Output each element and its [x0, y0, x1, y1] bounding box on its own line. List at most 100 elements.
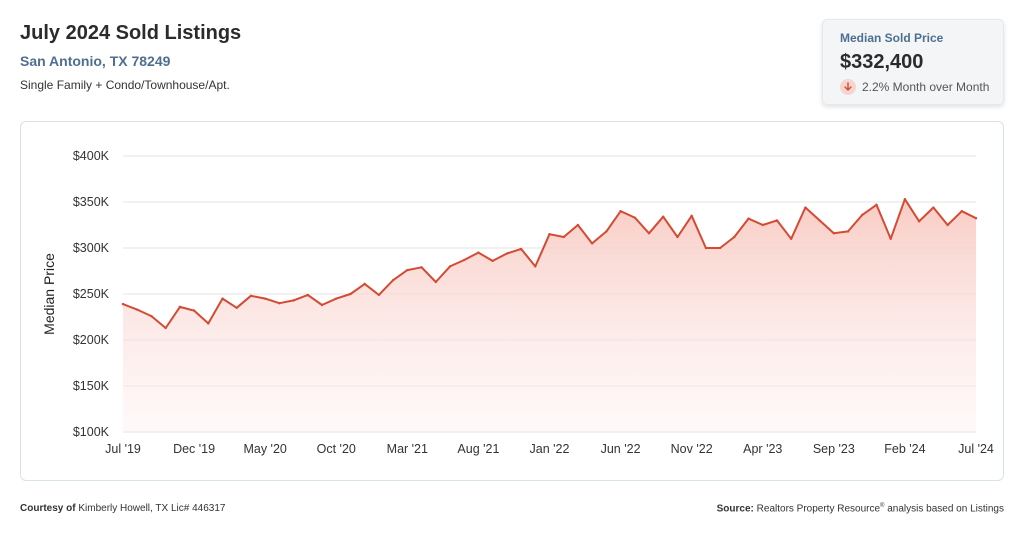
source-suffix: analysis based on Listings [884, 503, 1004, 515]
location-subtitle: San Antonio, TX 78249 [20, 53, 171, 69]
data-point [292, 299, 295, 302]
data-point [676, 235, 679, 239]
data-point [903, 198, 907, 201]
data-point [448, 265, 452, 268]
x-axis-ticks: Jul '19 Dec '19 May '20 Oct '20 Mar '21 Aug '… [105, 442, 994, 456]
data-point [917, 220, 921, 223]
x-tick-label: Jan '22 [530, 442, 570, 456]
data-point [463, 258, 466, 262]
median-price-chart: $100K $150K $200K $250K $300K $350K $400K Jul … [41, 149, 994, 456]
x-tick-label: Feb '24 [884, 442, 925, 456]
data-point [335, 297, 338, 300]
chart-panel: $100K $150K $200K $250K $300K $350K $400K Jul … [20, 121, 1004, 481]
x-tick-label: Nov '22 [671, 442, 713, 456]
x-tick-label: May '20 [243, 442, 286, 456]
data-point [960, 210, 963, 213]
data-point [178, 305, 182, 309]
x-tick-label: Sep '23 [813, 442, 855, 456]
data-point [207, 322, 210, 325]
data-point [263, 297, 267, 300]
data-points [121, 198, 978, 330]
data-point [605, 230, 608, 233]
data-point [818, 219, 821, 222]
data-point [164, 326, 167, 330]
source-text: Realtors Property Resource [756, 503, 881, 515]
data-point [192, 309, 196, 312]
courtesy-label: Courtesy of [20, 503, 76, 514]
courtesy-text: Kimberly Howell, TX Lic# 446317 [78, 503, 226, 514]
x-tick-label: Oct '20 [317, 442, 356, 456]
arrow-down-icon [840, 79, 856, 95]
data-point [733, 235, 736, 239]
median-sold-price-card: Median Sold Price $332,400 2.2% Month ov… [822, 19, 1004, 105]
x-tick-label: Jul '19 [105, 442, 141, 456]
stat-label: Median Sold Price [840, 31, 944, 45]
property-types: Single Family + Condo/Townhouse/Apt. [20, 78, 230, 92]
x-tick-label: Jul '24 [958, 442, 994, 456]
data-point [477, 251, 480, 254]
data-point [420, 266, 423, 269]
courtesy-footer: Courtesy of Kimberly Howell, TX Lic# 446… [20, 503, 225, 514]
data-point [789, 237, 793, 240]
x-tick-label: Aug '21 [457, 442, 499, 456]
x-tick-label: Jun '22 [601, 442, 641, 456]
data-point [761, 223, 764, 227]
y-tick-label: $200K [73, 333, 110, 347]
y-axis-title: Median Price [41, 253, 57, 335]
y-tick-label: $400K [73, 149, 110, 163]
area-fill [123, 199, 976, 432]
data-point [363, 282, 366, 286]
y-tick-label: $350K [73, 195, 110, 209]
data-point [519, 247, 523, 251]
stat-change: 2.2% Month over Month [840, 79, 989, 95]
data-point [406, 268, 409, 272]
data-point [349, 292, 352, 296]
data-point [391, 279, 395, 282]
data-point [718, 246, 722, 250]
y-tick-label: $100K [73, 425, 110, 439]
x-tick-label: Dec '19 [173, 442, 215, 456]
stat-change-text: 2.2% Month over Month [862, 80, 990, 94]
data-point [434, 280, 437, 284]
stat-value: $332,400 [840, 51, 924, 73]
data-point [150, 314, 153, 318]
page-title: July 2024 Sold Listings [20, 22, 242, 44]
data-point [505, 252, 509, 255]
data-point [491, 259, 494, 263]
data-point [974, 216, 978, 220]
data-point [775, 219, 779, 222]
data-point [932, 206, 935, 209]
data-point [377, 293, 381, 297]
data-point [662, 215, 665, 218]
source-label: Source: [716, 503, 754, 515]
x-tick-label: Apr '23 [743, 442, 782, 456]
source-footer: Source: Realtors Property Resource® anal… [717, 503, 1004, 514]
data-point [221, 297, 224, 300]
data-point [747, 217, 750, 220]
data-point [846, 230, 850, 233]
y-tick-label: $250K [73, 287, 110, 301]
data-point [278, 302, 281, 305]
data-point [875, 203, 878, 206]
data-point [320, 303, 324, 307]
data-point [306, 293, 310, 297]
data-point [804, 206, 807, 209]
x-tick-label: Mar '21 [387, 442, 428, 456]
registered-mark: ® [880, 503, 885, 509]
data-point [633, 216, 636, 219]
y-tick-label: $150K [73, 379, 110, 393]
data-point [704, 246, 708, 250]
data-point [121, 302, 125, 306]
data-point [548, 233, 551, 236]
data-point [590, 242, 594, 245]
data-point [562, 235, 565, 239]
data-point [889, 237, 892, 240]
data-point [946, 223, 949, 227]
area-fill-path [123, 199, 976, 432]
data-point [647, 232, 651, 235]
y-axis-ticks: $100K $150K $200K $250K $300K $350K $400K [73, 149, 110, 439]
data-point [534, 265, 537, 268]
data-point [861, 213, 864, 217]
data-point [619, 210, 622, 213]
data-point [235, 306, 238, 309]
